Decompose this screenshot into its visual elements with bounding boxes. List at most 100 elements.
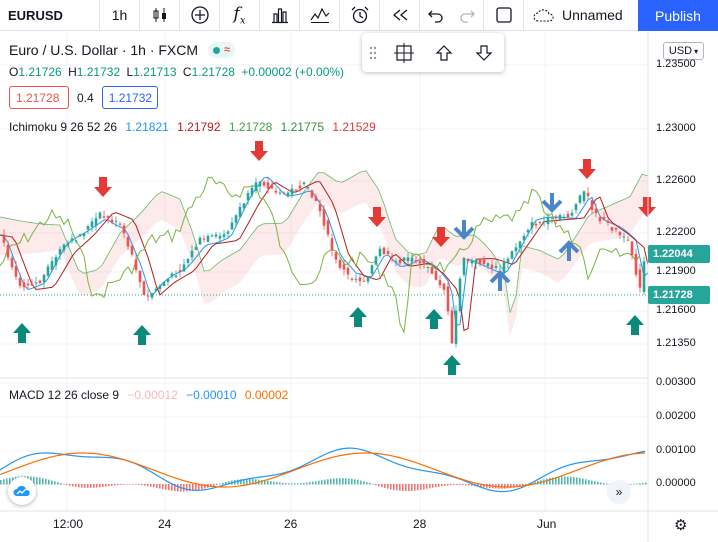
redo-icon[interactable] [458, 7, 476, 23]
drag-handle[interactable] [362, 33, 384, 72]
cloud-logo-icon [13, 485, 30, 496]
ohlc-close-value: 1.21728 [191, 65, 235, 79]
top-toolbar: EURUSD 1h fx Unnamed Publish [0, 0, 718, 31]
macd-pane [0, 447, 647, 493]
price-axis-label: 0.00100 [656, 444, 696, 456]
financials-button[interactable] [260, 0, 300, 31]
ohlc-open-label: O [9, 65, 19, 79]
signal-arrows [13, 141, 656, 375]
compare-button[interactable] [180, 0, 220, 31]
fullscreen-button[interactable] [484, 0, 524, 31]
cloud-icon [533, 9, 554, 22]
ohlc-high-label: H [68, 65, 77, 79]
ohlc-open-value: 1.21726 [18, 65, 62, 79]
legend-title: Euro / U.S. Dollar · 1h · FXCM [9, 42, 199, 58]
macd-label: MACD 12 26 close 9 [9, 388, 120, 402]
indicators-button[interactable]: fx [220, 0, 260, 31]
macd-value: −0.00010 [186, 388, 237, 402]
price-axis-label: 1.23500 [656, 58, 696, 70]
layout-name-label: Unnamed [562, 7, 623, 23]
macd-value: −0.00012 [127, 388, 178, 402]
plus-circle-icon [190, 6, 209, 24]
price-axis-label: 1.22600 [656, 174, 696, 186]
price-axis-label: 0.00000 [656, 477, 696, 489]
market-status-badge[interactable]: ≈ [208, 42, 236, 58]
market-open-dot-icon [213, 46, 221, 54]
time-label: 24 [158, 517, 172, 531]
bar-chart-icon [271, 8, 288, 24]
layout-name-button[interactable]: Unnamed [524, 0, 644, 31]
tradingview-logo-button[interactable] [8, 477, 36, 505]
candles-icon [153, 8, 166, 22]
price-axis-label: 0.00300 [656, 376, 696, 388]
symbol-search-button[interactable]: EURUSD [0, 0, 100, 31]
floating-drawing-toolbar [362, 33, 504, 72]
ohlc-low-value: 1.21713 [133, 65, 177, 79]
ichimoku-legend[interactable]: Ichimoku 9 26 52 26 1.21821 1.21792 1.21… [9, 120, 381, 134]
interval-button[interactable]: 1h [100, 0, 140, 31]
ohlc-row: O1.21726 H1.21732 L1.21713 C1.21728 +0.0… [9, 65, 347, 79]
price-axis-label: 1.21600 [656, 304, 696, 316]
chart-canvas[interactable] [0, 31, 718, 542]
price-axis-label: 1.21900 [656, 265, 696, 277]
price-axis-label: 0.00200 [656, 410, 696, 422]
symbol-legend: Euro / U.S. Dollar · 1h · FXCM ≈ [9, 42, 236, 58]
undo-icon[interactable] [427, 7, 445, 23]
current-price-tag: 1.22044 [648, 245, 710, 263]
object-tree-button[interactable] [384, 33, 424, 72]
ichimoku-value: 1.21821 [125, 120, 169, 134]
time-label: 26 [284, 517, 298, 531]
time-label: 28 [413, 517, 427, 531]
ohlc-close-label: C [182, 65, 192, 79]
chevron-down-icon: ▾ [694, 46, 699, 56]
buy-price: 1.21732 [108, 90, 153, 105]
ohlc-high-value: 1.21732 [76, 65, 121, 79]
alert-button[interactable] [340, 0, 380, 31]
ohlc-low-label: L [126, 65, 134, 79]
publish-label: Publish [655, 7, 701, 24]
crosshair-frame-icon [394, 42, 414, 63]
price-axis-label: 1.21350 [656, 337, 696, 349]
trade-prices: 1.21728 0.4 1.21732 [9, 86, 158, 109]
current-price-tag: 1.21728 [648, 286, 710, 304]
macd-legend[interactable]: MACD 12 26 close 9 −0.00012 −0.00010 0.0… [9, 388, 293, 402]
replay-button[interactable] [380, 0, 420, 31]
arrow-down-icon [475, 44, 493, 61]
symbol-label: EURUSD [8, 7, 63, 23]
chart-type-button[interactable] [140, 0, 180, 31]
arrow-up-icon [435, 44, 453, 61]
ichimoku-value: 1.21728 [228, 120, 273, 134]
ichimoku-value: 1.21529 [332, 120, 376, 134]
time-label: Jun [537, 517, 557, 531]
rewind-icon [392, 9, 407, 21]
buy-button[interactable]: 1.21732 [101, 86, 158, 109]
price-axis-label: 1.22200 [656, 226, 696, 238]
templates-icon [310, 7, 329, 23]
square-icon [495, 7, 512, 23]
templates-button[interactable] [300, 0, 340, 31]
wave-icon: ≈ [224, 44, 231, 56]
price-axis-label: 1.23000 [656, 122, 696, 134]
alarm-clock-icon [351, 6, 368, 24]
spread-value: 0.4 [77, 90, 94, 105]
undo-redo-group [420, 0, 484, 31]
sell-button[interactable]: 1.21728 [9, 86, 69, 109]
double-chevron-right-icon: » [615, 485, 623, 499]
macd-value: 0.00002 [244, 388, 289, 402]
gear-icon[interactable]: ⚙ [674, 517, 688, 534]
scroll-to-realtime-button[interactable]: » [607, 480, 631, 504]
chart-grid [0, 31, 648, 511]
publish-button[interactable]: Publish [638, 0, 718, 31]
ichimoku-value: 1.21792 [177, 120, 221, 134]
currency-select[interactable]: USD ▾ [663, 42, 704, 60]
arrow-up-tool-button[interactable] [424, 33, 464, 72]
ichimoku-label: Ichimoku 9 26 52 26 [9, 120, 118, 134]
arrow-down-tool-button[interactable] [464, 33, 504, 72]
currency-label: USD [668, 45, 693, 57]
sell-price: 1.21728 [16, 90, 60, 105]
candlesticks [2, 177, 646, 348]
time-label: 12:00 [53, 517, 84, 531]
ichimoku-cloud [0, 170, 649, 336]
ichimoku-value: 1.21775 [280, 120, 325, 134]
interval-label: 1h [111, 7, 128, 23]
